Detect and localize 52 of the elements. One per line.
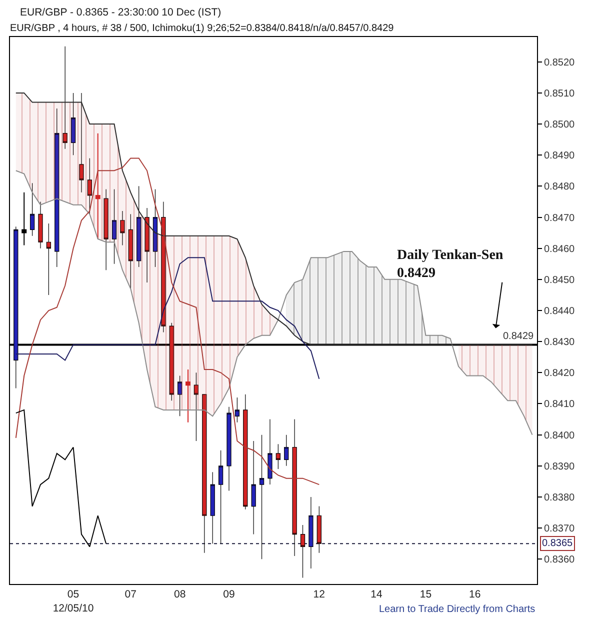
line-series [15, 92, 533, 346]
line-series [15, 170, 533, 436]
x-tick-label: 14 [370, 588, 383, 601]
line-series [15, 409, 107, 548]
y-tick-label: 0.8440 [544, 306, 576, 317]
y-tick-label: 0.8450 [544, 274, 576, 286]
y-tick-label: 0.8490 [544, 150, 576, 162]
candlestick [276, 444, 280, 470]
y-tick-label: 0.8510 [544, 88, 576, 100]
candlestick [210, 472, 215, 544]
candlestick [251, 440, 256, 535]
candlestick [46, 223, 51, 296]
candlestick [226, 406, 232, 492]
chart-subtitle: EUR/GBP , 4 hours, # 38 / 500, Ichimoku(1) 9;26;52=0.8384/0.8418/n/a/0.8457/0.8429 [10, 23, 394, 34]
x-tick-label: 09 [223, 588, 235, 601]
line-series [15, 158, 320, 486]
candlestick [292, 418, 297, 556]
candlestick [22, 192, 27, 246]
candlestick [300, 524, 306, 578]
ref-line-label: 0.8429 [503, 331, 534, 342]
y-tick-label: 0.8470 [544, 212, 576, 224]
candlestick [268, 418, 272, 485]
candlestick [234, 397, 240, 423]
y-tick-label: 0.8480 [544, 182, 576, 193]
y-tick-label: 0.8460 [544, 244, 576, 255]
y-tick-label: 0.8360 [544, 554, 576, 566]
x-tick-label: 15 [420, 588, 432, 601]
line-series [15, 257, 320, 380]
chart-title: EUR/GBP - 0.8365 - 23:30:00 10 Dec (IST) [20, 6, 222, 19]
candlestick [308, 496, 314, 569]
y-tick-label: 0.8430 [544, 337, 576, 348]
y-tick-label: 0.8400 [544, 430, 576, 442]
annotation: Daily Tenkan-Sen 0.8429 [397, 248, 504, 282]
x-tick-label: 08 [174, 588, 186, 601]
y-tick-label: 0.8370 [544, 524, 576, 535]
candlestick [218, 450, 224, 544]
y-tick-label: 0.8380 [544, 492, 576, 504]
candlestick [259, 434, 264, 560]
x-tick-label: 05 12/05/10 [52, 588, 94, 614]
x-tick-label: 07 [124, 588, 137, 601]
y-tick-label: 0.8520 [544, 57, 576, 68]
y-tick-label: 0.8500 [544, 120, 576, 131]
ref-line-label: 0.8365 [542, 538, 574, 549]
y-tick-label: 0.8410 [544, 399, 576, 410]
y-tick-label: 0.8390 [544, 461, 576, 472]
x-tick-label: 12 [313, 588, 326, 601]
x-tick-label: 16 [469, 588, 481, 601]
y-tick-label: 0.8420 [544, 368, 576, 380]
candlestick [243, 394, 248, 510]
candlestick [316, 506, 322, 554]
candlestick [284, 434, 289, 466]
text: Learn to Trade Directly from Charts [379, 604, 536, 615]
